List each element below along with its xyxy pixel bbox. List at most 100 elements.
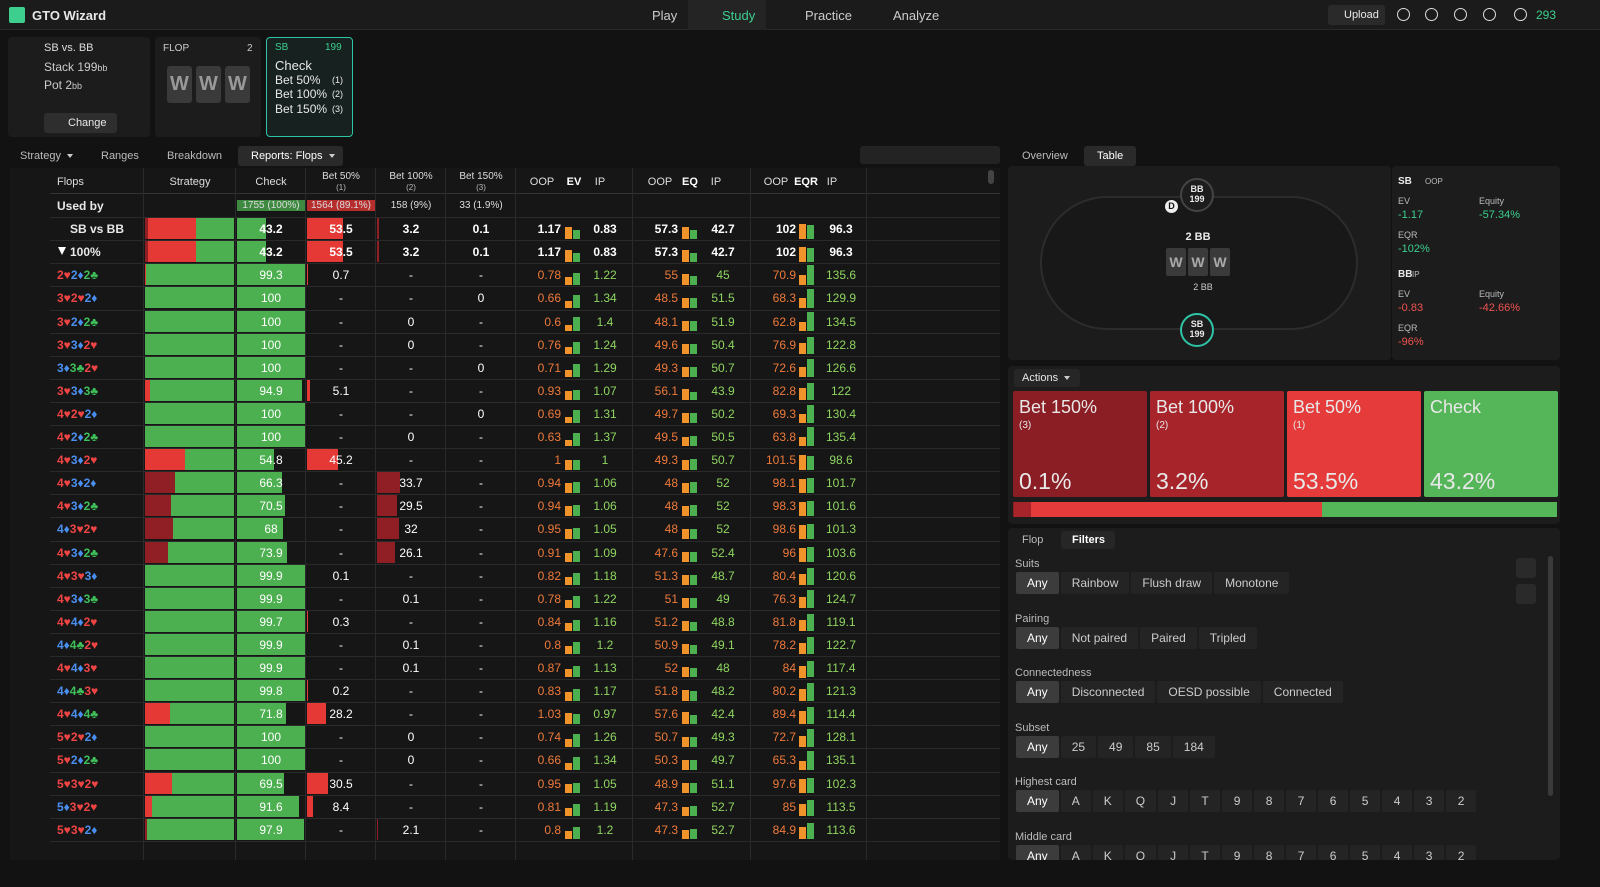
- nav-icon[interactable]: [1397, 8, 1410, 21]
- filter-option[interactable]: 6: [1318, 790, 1349, 812]
- mini-bar: [573, 482, 580, 493]
- filter-option[interactable]: T: [1190, 844, 1221, 860]
- column-header[interactable]: OOP: [763, 176, 789, 188]
- column-header[interactable]: EV: [566, 176, 582, 188]
- action-card[interactable]: [1424, 391, 1558, 497]
- table-cell: 1.26: [593, 730, 617, 745]
- filter-tab[interactable]: Flop: [1022, 534, 1044, 546]
- filter-option[interactable]: 6: [1318, 844, 1349, 860]
- filter-option[interactable]: 5: [1350, 790, 1381, 812]
- nav-icon[interactable]: [1425, 8, 1438, 21]
- filter-option[interactable]: Any: [1016, 572, 1059, 594]
- filter-option[interactable]: A: [1060, 790, 1091, 812]
- sb-action[interactable]: Check: [275, 58, 312, 73]
- filter-option[interactable]: 8: [1254, 844, 1285, 860]
- column-header[interactable]: IP: [594, 176, 606, 188]
- report-tab[interactable]: Ranges: [101, 150, 139, 162]
- filter-option[interactable]: OESD possible: [1157, 681, 1261, 703]
- column-header[interactable]: IP: [826, 176, 838, 188]
- filter-option[interactable]: 7: [1286, 844, 1317, 860]
- filter-option[interactable]: Any: [1016, 844, 1059, 860]
- filter-option[interactable]: Connected: [1262, 681, 1343, 703]
- column-header[interactable]: Flops: [57, 176, 84, 188]
- filter-option[interactable]: Any: [1016, 681, 1059, 703]
- filter-option[interactable]: Any: [1016, 626, 1059, 649]
- filter-option[interactable]: K: [1092, 790, 1123, 812]
- upload-button[interactable]: Upload: [1328, 5, 1385, 25]
- column-header[interactable]: Strategy: [169, 176, 211, 188]
- action-card[interactable]: [1013, 391, 1147, 497]
- nav-tab[interactable]: Analyze: [893, 8, 940, 23]
- nav-tab[interactable]: Practice: [805, 8, 852, 23]
- column-header[interactable]: Bet 50%: [322, 171, 360, 182]
- actions-dropdown[interactable]: Actions: [1014, 369, 1080, 387]
- change-button[interactable]: Change: [44, 113, 117, 133]
- filter-option[interactable]: 49: [1098, 735, 1134, 758]
- column-header[interactable]: OOP: [529, 176, 555, 188]
- right-tab[interactable]: Table: [1097, 150, 1124, 162]
- row-line: [50, 609, 1000, 611]
- mini-bar: [799, 274, 806, 285]
- table-cell: 135.6: [825, 268, 857, 283]
- filter-tab[interactable]: Filters: [1072, 534, 1106, 546]
- report-tab[interactable]: Breakdown: [167, 150, 223, 162]
- column-header[interactable]: EQR: [794, 176, 818, 188]
- filter-option[interactable]: 2: [1446, 844, 1477, 860]
- nav-tab[interactable]: Play: [652, 8, 678, 23]
- column-header[interactable]: EQ: [682, 176, 698, 188]
- filter-option[interactable]: 9: [1222, 790, 1253, 812]
- filter-option[interactable]: J: [1158, 844, 1189, 860]
- report-tab[interactable]: Reports: Flops: [251, 150, 335, 162]
- sb-action[interactable]: Bet 50%: [275, 72, 321, 87]
- nav-tab[interactable]: Study: [722, 8, 756, 23]
- action-name: Bet 100%: [1156, 397, 1235, 417]
- filter-option[interactable]: Any: [1016, 735, 1059, 758]
- filter-option[interactable]: Paired: [1140, 626, 1197, 649]
- sb-action[interactable]: Bet 150%: [275, 101, 328, 116]
- filter-option[interactable]: Monotone: [1214, 572, 1290, 594]
- column-header[interactable]: Bet 150%: [459, 171, 503, 182]
- credits[interactable]: 293: [1536, 8, 1557, 22]
- filter-option[interactable]: 4: [1382, 844, 1413, 860]
- filter-option[interactable]: 4: [1382, 790, 1413, 812]
- filter-option[interactable]: 8: [1254, 790, 1285, 812]
- column-header[interactable]: Check: [255, 176, 287, 188]
- column-header[interactable]: IP: [710, 176, 722, 188]
- column-header[interactable]: Bet 100%: [389, 171, 433, 182]
- action-card[interactable]: [1150, 391, 1284, 497]
- filter-option[interactable]: A: [1060, 844, 1091, 860]
- filter-option[interactable]: Any: [1016, 790, 1059, 812]
- filter-option[interactable]: 2: [1446, 790, 1477, 812]
- save-icon[interactable]: [1516, 558, 1536, 578]
- action-card[interactable]: [1287, 391, 1421, 497]
- filter-option[interactable]: 3: [1414, 790, 1445, 812]
- filter-option[interactable]: Rainbow: [1060, 572, 1130, 594]
- filter-option[interactable]: T: [1190, 790, 1221, 812]
- nav-icon[interactable]: [1483, 8, 1496, 21]
- filter-option[interactable]: 184: [1172, 735, 1215, 758]
- nav-icon[interactable]: [1454, 8, 1467, 21]
- column-divider: [445, 168, 446, 860]
- filter-option[interactable]: 5: [1350, 844, 1381, 860]
- filter-option[interactable]: 85: [1135, 735, 1171, 758]
- filter-option[interactable]: Not paired: [1060, 626, 1139, 649]
- filter-option[interactable]: 3: [1414, 844, 1445, 860]
- column-header[interactable]: OOP: [647, 176, 673, 188]
- filter-option[interactable]: 7: [1286, 790, 1317, 812]
- folder-icon[interactable]: [1516, 584, 1536, 604]
- filter-option[interactable]: K: [1092, 844, 1123, 860]
- filter-option[interactable]: Tripled: [1198, 626, 1257, 649]
- filter-option[interactable]: 25: [1060, 735, 1097, 758]
- filter-option[interactable]: Q: [1124, 844, 1157, 860]
- filter-option[interactable]: Flush draw: [1131, 572, 1213, 594]
- right-tab[interactable]: Overview: [1022, 150, 1068, 162]
- filter-option[interactable]: Disconnected: [1060, 681, 1156, 703]
- filter-option[interactable]: 9: [1222, 844, 1253, 860]
- nav-icon[interactable]: [1514, 8, 1527, 21]
- report-tab[interactable]: Strategy: [20, 150, 73, 162]
- filter-option[interactable]: J: [1158, 790, 1189, 812]
- filter-option[interactable]: Q: [1124, 790, 1157, 812]
- table-cell: -: [339, 291, 343, 306]
- flop-cell: 4♥3♦3♣: [57, 592, 98, 606]
- sb-action[interactable]: Bet 100%: [275, 87, 328, 101]
